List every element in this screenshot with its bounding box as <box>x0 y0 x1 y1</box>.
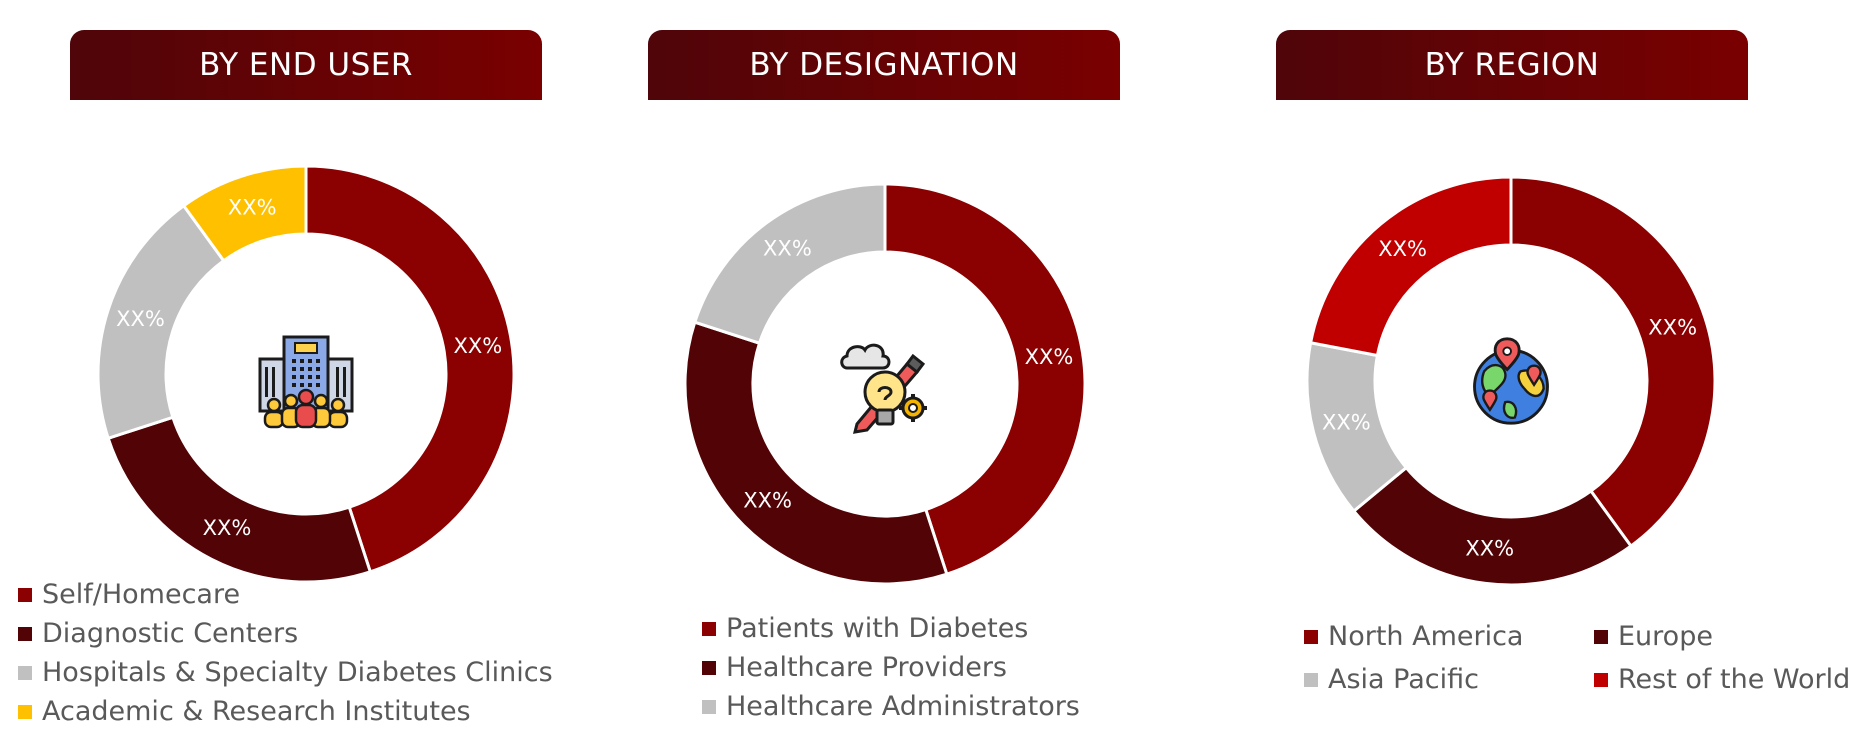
legend-label: Rest of the World <box>1618 664 1851 695</box>
slice-label-diagnostic-centers: XX% <box>203 516 252 540</box>
idea-tools-icon <box>840 343 927 434</box>
legend-label: Hospitals & Specialty Diabetes Clinics <box>42 657 553 688</box>
legend-swatch <box>1304 629 1318 644</box>
slice-academic-research-institutes <box>181 164 308 263</box>
legend-label: Self/Homecare <box>42 579 241 610</box>
legend-swatch <box>702 660 716 675</box>
slice-label-healthcare-administrators: XX% <box>763 237 812 261</box>
designation-header: BY DESIGNATION <box>648 30 1120 100</box>
legend-item-self-homecare: Self/Homecare <box>18 575 553 614</box>
building-people-icon <box>258 335 354 429</box>
legend-item-hospitals-specialty-diabetes-clinics: Hospitals & Specialty Diabetes Clinics <box>18 653 553 692</box>
legend-label: Academic & Research Institutes <box>42 696 471 727</box>
region-header: BY REGION <box>1276 30 1748 100</box>
region-donut-chart: XX% XX% XX% XX% <box>1305 175 1717 587</box>
legend-swatch <box>18 587 32 602</box>
region-legend: North America Europe Asia Pacific Rest of t… <box>1304 617 1854 699</box>
legend-swatch <box>1594 672 1608 687</box>
slice-self-homecare <box>304 164 516 574</box>
slice-healthcare-providers <box>683 320 949 586</box>
legend-swatch <box>18 704 32 719</box>
legend-item-patients-with-diabetes: Patients with Diabetes <box>702 609 1080 648</box>
legend-label: Asia Pacific <box>1328 664 1479 695</box>
legend-swatch <box>18 665 32 680</box>
legend-item-north-america: North America <box>1304 617 1594 656</box>
slice-rest-of-the-world <box>1308 175 1513 358</box>
slice-label-healthcare-providers: XX% <box>743 488 792 512</box>
legend-label: Diagnostic Centers <box>42 618 299 649</box>
globe-pins-icon <box>1473 337 1549 425</box>
designation-legend: Patients with Diabetes Healthcare Provide… <box>702 609 1080 726</box>
legend-swatch <box>702 699 716 714</box>
legend-label: Patients with Diabetes <box>726 613 1029 644</box>
legend-label: Healthcare Providers <box>726 652 1007 683</box>
end-user-legend: Self/Homecare Diagnostic Centers Hospitals… <box>18 575 553 731</box>
legend-label: North America <box>1328 621 1524 652</box>
slice-europe <box>1351 465 1634 587</box>
legend-swatch <box>1594 629 1608 644</box>
legend-swatch <box>18 626 32 641</box>
designation-donut-chart: XX% XX% XX% <box>683 182 1087 586</box>
legend-item-healthcare-administrators: Healthcare Administrators <box>702 687 1080 726</box>
designation-panel: BY DESIGNATION XX% XX% XX% Patients with D… <box>560 0 1160 744</box>
slice-label-europe: XX% <box>1465 537 1514 561</box>
slice-label-north-america: XX% <box>1648 315 1697 339</box>
region-panel: BY REGION XX% XX% XX% XX% North America Euro… <box>1160 0 1867 744</box>
slice-label-self-homecare: XX% <box>453 334 502 358</box>
slice-label-hospitals-specialty-diabetes-clinics: XX% <box>116 307 165 331</box>
legend-swatch <box>1304 672 1318 687</box>
slice-label-academic-research-institutes: XX% <box>228 196 277 220</box>
legend-item-rest-of-the-world: Rest of the World <box>1594 660 1854 699</box>
end-user-panel: BY END USER XX% XX% XX% XX% Self/Homecare Di… <box>0 0 560 744</box>
slice-label-rest-of-the-world: XX% <box>1378 237 1427 261</box>
slice-patients-with-diabetes <box>883 182 1087 577</box>
slice-diagnostic-centers <box>106 415 373 584</box>
legend-item-diagnostic-centers: Diagnostic Centers <box>18 614 553 653</box>
legend-swatch <box>702 621 716 636</box>
slice-label-patients-with-diabetes: XX% <box>1025 345 1074 369</box>
legend-item-asia-pacific: Asia Pacific <box>1304 660 1594 699</box>
end-user-header: BY END USER <box>70 30 542 100</box>
legend-label: Healthcare Administrators <box>726 691 1080 722</box>
slice-north-america <box>1509 175 1717 549</box>
legend-item-healthcare-providers: Healthcare Providers <box>702 648 1080 687</box>
slice-label-asia-pacific: XX% <box>1322 410 1371 434</box>
end-user-donut-chart: XX% XX% XX% XX% <box>96 164 516 584</box>
slice-healthcare-administrators <box>692 182 887 346</box>
legend-label: Europe <box>1618 621 1713 652</box>
legend-item-academic-research-institutes: Academic & Research Institutes <box>18 692 553 731</box>
legend-item-europe: Europe <box>1594 617 1854 656</box>
